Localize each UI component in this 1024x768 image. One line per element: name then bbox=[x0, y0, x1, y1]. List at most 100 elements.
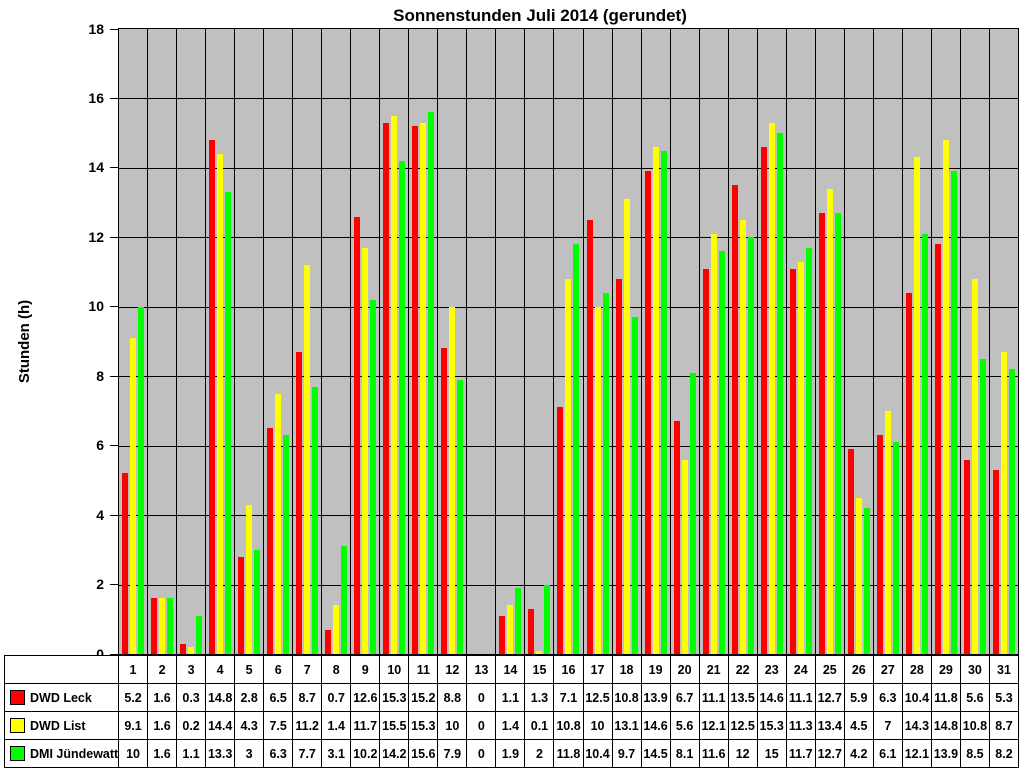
bar bbox=[934, 244, 941, 654]
plot-columns bbox=[119, 29, 1018, 654]
day-header-cell: 26 bbox=[843, 655, 874, 684]
day-header-cell: 22 bbox=[727, 655, 758, 684]
day-column-7 bbox=[293, 29, 323, 654]
value-cell: 9.7 bbox=[611, 739, 642, 768]
bar bbox=[826, 188, 833, 654]
day-column-25 bbox=[816, 29, 845, 654]
day-header-cell: 3 bbox=[176, 655, 207, 684]
day-column-6 bbox=[264, 29, 294, 654]
series-legend-cell: DWD Leck bbox=[4, 683, 119, 712]
value-cell: 0.2 bbox=[176, 711, 207, 740]
value-cell: 12.7 bbox=[814, 739, 845, 768]
value-cell: 8.7 bbox=[988, 711, 1020, 740]
value-cell: 1.4 bbox=[321, 711, 352, 740]
bar bbox=[565, 279, 572, 654]
value-cell: 4.2 bbox=[843, 739, 874, 768]
bar bbox=[921, 233, 928, 654]
bar bbox=[370, 299, 377, 654]
day-header-cell: 11 bbox=[408, 655, 439, 684]
bar bbox=[644, 171, 651, 654]
bar bbox=[602, 292, 609, 654]
legend-entry: DMI Jündewatt bbox=[6, 746, 119, 761]
day-column-22 bbox=[729, 29, 758, 654]
series-legend-cell: DMI Jündewatt bbox=[4, 739, 119, 768]
bar bbox=[718, 251, 725, 654]
value-cell: 0.7 bbox=[321, 683, 352, 712]
day-column-17 bbox=[584, 29, 613, 654]
bar bbox=[507, 605, 514, 654]
value-cell: 4.3 bbox=[234, 711, 265, 740]
value-cell: 14.4 bbox=[205, 711, 236, 740]
bar bbox=[876, 435, 883, 654]
day-column-10 bbox=[380, 29, 410, 654]
bar bbox=[863, 508, 870, 654]
day-header-cell: 30 bbox=[959, 655, 990, 684]
value-cell: 11.3 bbox=[785, 711, 816, 740]
value-cell: 15.2 bbox=[408, 683, 439, 712]
value-cell: 12.6 bbox=[350, 683, 381, 712]
value-cell: 14.6 bbox=[640, 711, 671, 740]
bar bbox=[557, 407, 564, 654]
bar bbox=[710, 233, 717, 654]
value-cell: 0.3 bbox=[176, 683, 207, 712]
series-name: DMI Jündewatt bbox=[30, 746, 119, 761]
value-cell: 13.1 bbox=[611, 711, 642, 740]
y-tick-mark bbox=[110, 376, 118, 377]
value-cell: 1.6 bbox=[147, 711, 178, 740]
value-cell: 5.3 bbox=[988, 683, 1020, 712]
data-table: 1 2 3 4 5 6 7 8 9 10 11 12 13 14 15 16 17 18 19 20 21 22 23 24 2… bbox=[4, 655, 1020, 768]
bar bbox=[884, 410, 891, 654]
table-header-row: 1 2 3 4 5 6 7 8 9 10 11 12 13 14 15 16 17 18 19 20 21 22 23 24 2… bbox=[4, 655, 1020, 684]
value-cell: 0 bbox=[466, 683, 497, 712]
day-column-5 bbox=[235, 29, 265, 654]
day-header-cell: 19 bbox=[640, 655, 671, 684]
bar bbox=[913, 157, 920, 654]
day-column-8 bbox=[322, 29, 352, 654]
value-cell: 6.1 bbox=[872, 739, 903, 768]
bar bbox=[834, 213, 841, 654]
legend-swatch-icon bbox=[10, 718, 25, 733]
day-header-cell: 6 bbox=[263, 655, 294, 684]
value-cell: 13.9 bbox=[930, 739, 961, 768]
bar bbox=[399, 160, 406, 654]
bar bbox=[992, 469, 999, 654]
day-header-cell: 17 bbox=[582, 655, 613, 684]
day-column-2 bbox=[148, 29, 178, 654]
value-cell: 10.8 bbox=[959, 711, 990, 740]
bar bbox=[673, 421, 680, 654]
value-cell: 11.7 bbox=[350, 711, 381, 740]
day-header-cell: 27 bbox=[872, 655, 903, 684]
y-axis-title: Stunden (h) bbox=[16, 299, 34, 384]
bar bbox=[449, 306, 456, 654]
value-cell: 11.8 bbox=[930, 683, 961, 712]
bar bbox=[573, 244, 580, 654]
day-column-12 bbox=[438, 29, 468, 654]
value-cell: 11.6 bbox=[698, 739, 729, 768]
bar bbox=[275, 393, 282, 654]
table-corner-cell bbox=[4, 655, 119, 684]
day-column-23 bbox=[758, 29, 787, 654]
day-column-14 bbox=[496, 29, 526, 654]
value-cell: 10 bbox=[437, 711, 468, 740]
bar bbox=[391, 115, 398, 654]
bar bbox=[747, 237, 754, 654]
value-cell: 6.7 bbox=[669, 683, 700, 712]
bar bbox=[283, 435, 290, 654]
day-header-cell: 10 bbox=[379, 655, 410, 684]
value-cell: 10.2 bbox=[350, 739, 381, 768]
day-column-20 bbox=[671, 29, 700, 654]
value-cell: 6.5 bbox=[263, 683, 294, 712]
day-header-cell: 29 bbox=[930, 655, 961, 684]
value-cell: 1.9 bbox=[495, 739, 526, 768]
value-cell: 7.1 bbox=[553, 683, 584, 712]
day-column-19 bbox=[642, 29, 671, 654]
y-axis-title-container: Stunden (h) bbox=[8, 28, 42, 655]
day-column-31 bbox=[990, 29, 1018, 654]
value-cell: 7.9 bbox=[437, 739, 468, 768]
day-header-cell: 8 bbox=[321, 655, 352, 684]
value-cell: 12.5 bbox=[727, 711, 758, 740]
day-column-15 bbox=[525, 29, 555, 654]
day-header-cell: 23 bbox=[756, 655, 787, 684]
value-cell: 11.8 bbox=[553, 739, 584, 768]
day-header-cell: 13 bbox=[466, 655, 497, 684]
